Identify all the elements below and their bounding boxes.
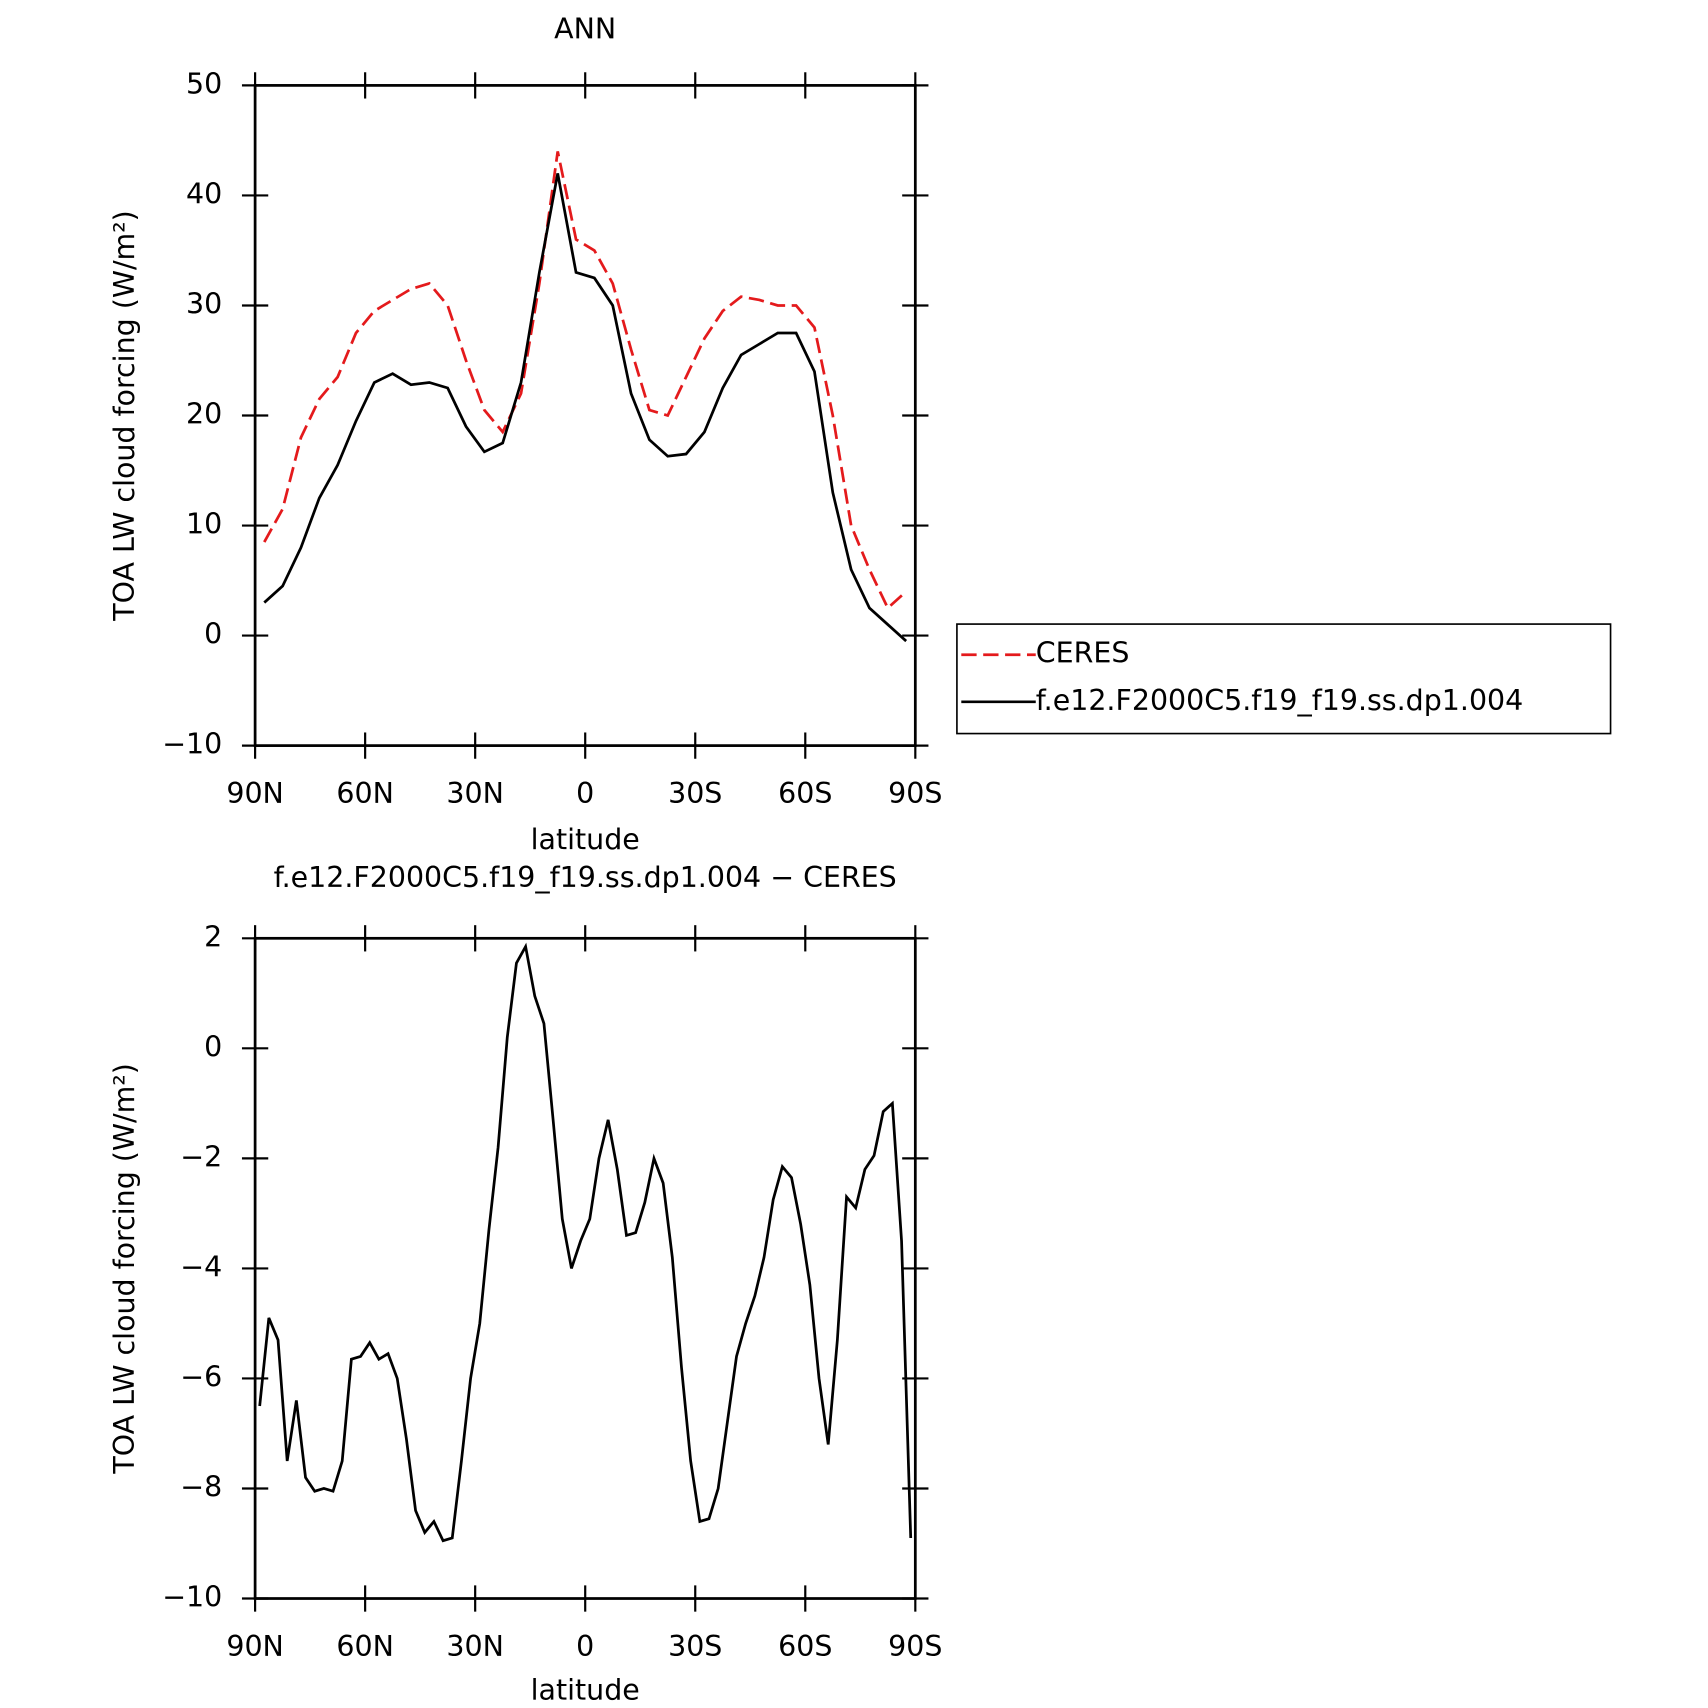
x-tick-label: 60N <box>336 1630 394 1663</box>
data-line <box>263 151 908 611</box>
y-tick-label: 20 <box>186 398 222 431</box>
y-tick-label: −10 <box>162 728 222 761</box>
plot-frame <box>253 936 917 1600</box>
y-axis-label: TOA LW cloud forcing (W/m²) <box>108 1063 141 1475</box>
y-tick-label: −10 <box>162 1581 222 1614</box>
x-tick-label: 0 <box>576 777 594 810</box>
x-axis-label: latitude <box>531 1674 640 1707</box>
legend-box <box>956 623 1612 735</box>
y-axis-label: TOA LW cloud forcing (W/m²) <box>108 210 141 622</box>
data-line <box>263 173 908 643</box>
y-tick-label: −4 <box>180 1250 222 1283</box>
y-tick-label: 0 <box>204 618 222 651</box>
y-tick-label: 40 <box>186 177 222 210</box>
x-tick-label: 30S <box>668 777 722 810</box>
x-tick-label: 60S <box>778 777 832 810</box>
x-tick-label: 90N <box>226 1630 284 1663</box>
y-tick-label: 0 <box>204 1030 222 1063</box>
x-tick-label: 0 <box>576 1630 594 1663</box>
chart-title: ANN <box>554 13 616 46</box>
y-tick-label: −6 <box>180 1360 222 1393</box>
legend-label: f.e12.F2000C5.f19_f19.ss.dp1.004 <box>1036 684 1524 717</box>
x-tick-label: 30N <box>446 777 504 810</box>
x-tick-label: 30N <box>446 1630 504 1663</box>
x-tick-label: 30S <box>668 1630 722 1663</box>
y-tick-label: 30 <box>186 287 222 320</box>
plot-frame <box>253 84 917 747</box>
chart-title: f.e12.F2000C5.f19_f19.ss.dp1.004 − CERES <box>274 861 897 894</box>
x-tick-label: 90S <box>888 777 942 810</box>
legend-label: CERES <box>1036 637 1130 670</box>
data-line <box>258 942 913 1543</box>
x-tick-label: 60S <box>778 1630 832 1663</box>
y-tick-label: −8 <box>180 1470 222 1503</box>
y-tick-label: 2 <box>204 920 222 953</box>
x-tick-label: 60N <box>336 777 394 810</box>
y-tick-label: 10 <box>186 508 222 541</box>
y-tick-label: 50 <box>186 67 222 100</box>
y-tick-label: −2 <box>180 1140 222 1173</box>
x-axis-label: latitude <box>531 823 640 856</box>
x-tick-label: 90S <box>888 1630 942 1663</box>
x-tick-label: 90N <box>226 777 284 810</box>
